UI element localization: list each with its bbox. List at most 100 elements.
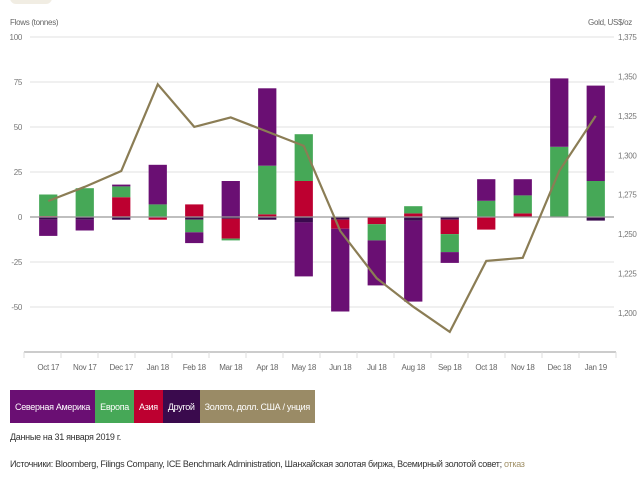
bar-na [258, 88, 277, 166]
bar-eu [221, 238, 240, 241]
x-tick-label: Apr 18 [256, 363, 279, 372]
bar-other [221, 217, 240, 219]
bar-eu [258, 165, 277, 215]
bar-asia [513, 213, 532, 217]
legend-item-north-america[interactable]: Северная Америка [10, 390, 96, 423]
bar-na [404, 220, 423, 302]
bar-asia [404, 213, 423, 217]
legend-item-gold[interactable]: Золото, долл. США / унция [199, 390, 315, 423]
gold-price-polyline [47, 82, 597, 334]
bar-na [550, 78, 569, 147]
right-tick-label: 1,200 [618, 309, 637, 318]
bar-eu [513, 195, 532, 214]
bar-na [221, 181, 240, 217]
bar-asia [331, 219, 350, 229]
legend-label: Северная Америка [15, 401, 91, 412]
x-tick-label: Dec 17 [109, 363, 133, 372]
bar-eu [75, 188, 94, 217]
bar-asia [185, 204, 204, 217]
bar-na [185, 232, 204, 244]
bar-other [258, 217, 277, 220]
x-tick-label: Nov 17 [73, 363, 97, 372]
legend-label: Азия [139, 401, 158, 412]
legend-item-europe[interactable]: Европа [95, 390, 134, 423]
x-tick-label: Jan 18 [147, 363, 170, 372]
x-tick-label: Aug 18 [401, 363, 425, 372]
left-axis-ticks: 100 75 50 25 0 -25 -50 [10, 33, 24, 312]
left-axis-label: Flows (tonnes) [10, 18, 59, 27]
x-tick-label: May 18 [292, 363, 317, 372]
bar-asia [112, 197, 131, 217]
left-tick-label: 50 [14, 123, 23, 132]
bar-eu [404, 206, 423, 214]
bar-eu [185, 219, 204, 233]
bar-na [477, 179, 496, 201]
left-tick-label: 75 [14, 78, 23, 87]
bar-other [440, 217, 459, 220]
right-tick-label: 1,325 [618, 112, 637, 121]
legend-item-asia[interactable]: Азия [134, 390, 163, 423]
header-tab-decoration [10, 0, 52, 4]
x-tick-label: Jan 19 [585, 363, 608, 372]
bar-other [586, 217, 605, 221]
right-tick-label: 1,250 [618, 230, 637, 239]
bar-other [39, 217, 58, 220]
legend-label: Золото, долл. США / унция [204, 401, 311, 412]
left-tick-label: 0 [18, 213, 23, 222]
sources-line: Источники: Bloomberg, Filings Company, I… [10, 459, 525, 469]
bar-asia [148, 217, 167, 220]
x-axis: Oct 17 Nov 17 Dec 17 Jan 18 Feb 18 Mar 18 Apr … [23, 351, 617, 372]
left-tick-label: -50 [11, 303, 23, 312]
left-tick-label: -25 [11, 258, 23, 267]
x-tick-label: Oct 18 [475, 363, 498, 372]
bar-asia [221, 218, 240, 239]
gold-price-line [47, 82, 597, 334]
bar-eu [477, 200, 496, 217]
bar-other [75, 217, 94, 220]
left-tick-label: 25 [14, 168, 23, 177]
bar-na [148, 164, 167, 205]
legend: Северная Америка Европа Азия Другой Золо… [10, 390, 315, 423]
bars [39, 78, 605, 312]
legend-item-other[interactable]: Другой [162, 390, 200, 423]
legend-label: Европа [100, 401, 129, 412]
x-tick-label: Oct 17 [37, 363, 60, 372]
bar-na [586, 85, 605, 181]
right-tick-label: 1,350 [618, 72, 637, 81]
legend-label: Другой [167, 401, 195, 412]
bar-asia [294, 181, 313, 217]
flows-chart: 100 75 50 25 0 -25 -50 1,375 1,350 1,325 1,300 1,2… [10, 18, 638, 372]
bar-other [331, 217, 350, 220]
bar-other [185, 217, 204, 220]
bar-na [294, 222, 313, 277]
right-tick-label: 1,275 [618, 191, 637, 200]
x-tick-label: Jun 18 [329, 363, 352, 372]
right-tick-label: 1,300 [618, 151, 637, 160]
bar-eu [148, 204, 167, 217]
bar-asia [258, 214, 277, 217]
x-tick-label: Jul 18 [367, 363, 387, 372]
right-axis-ticks: 1,375 1,350 1,325 1,300 1,275 1,250 1,225 1,200 [618, 33, 638, 318]
sources-text: Источники: Bloomberg, Filings Company, I… [10, 459, 505, 469]
x-tick-label: Sep 18 [438, 363, 462, 372]
disclaimer-link[interactable]: отказ [504, 459, 525, 469]
bar-eu [294, 134, 313, 181]
x-tick-label: Feb 18 [183, 363, 207, 372]
bar-asia [477, 217, 496, 230]
left-tick-label: 100 [10, 33, 23, 42]
data-date-note: Данные на 31 января 2019 г. [10, 432, 121, 442]
right-tick-label: 1,225 [618, 270, 637, 279]
x-tick-label: Mar 18 [219, 363, 243, 372]
bar-na [331, 228, 350, 312]
bar-other [294, 217, 313, 223]
bar-eu [550, 146, 569, 217]
bar-na [440, 252, 459, 263]
right-tick-label: 1,375 [618, 33, 637, 42]
x-tick-label: Dec 18 [547, 363, 571, 372]
bar-other [404, 217, 423, 221]
gridlines [30, 36, 614, 308]
bar-eu [586, 181, 605, 217]
bar-na [39, 219, 58, 236]
bar-na [112, 184, 131, 187]
bar-asia [367, 217, 386, 225]
